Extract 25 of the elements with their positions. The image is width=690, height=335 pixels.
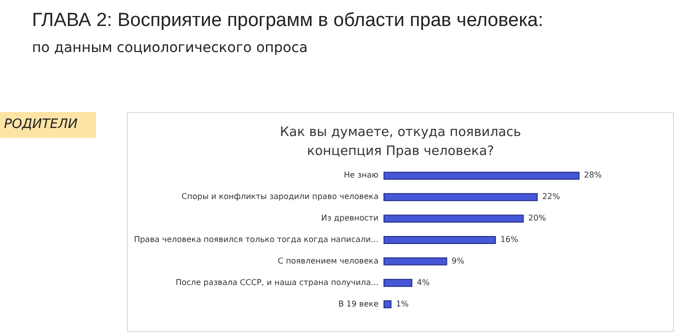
text: по данным социологического опроса xyxy=(32,40,308,56)
bar xyxy=(384,214,524,223)
y-tick-label: После развала СССР, и наша страна получила... xyxy=(176,278,378,287)
bar xyxy=(384,236,496,244)
data-label: 1% xyxy=(396,299,410,308)
text: РОДИТЕЛИ xyxy=(0,112,96,138)
y-tick-label: Права человека появился только тогда когда написали... xyxy=(134,235,378,244)
y-tick-label: Споры и конфликты зародили право человека xyxy=(182,192,379,202)
y-tick-label: С появлением человека xyxy=(278,256,379,266)
y-tick-label: В 19 веке xyxy=(338,299,379,308)
bar xyxy=(384,193,538,202)
data-label: 9% xyxy=(452,256,465,266)
bar xyxy=(384,300,392,308)
y-tick-label: Не знаю xyxy=(344,170,379,180)
data-label: 20% xyxy=(528,214,546,223)
data-label: 22% xyxy=(542,192,560,202)
data-label: 4% xyxy=(416,278,430,287)
y-tick-label: Из древности xyxy=(321,214,378,223)
data-label: 28% xyxy=(584,170,602,180)
chart-title: Как вы думаете, откуда появилась концепция Прав человека? xyxy=(278,124,522,161)
bar xyxy=(384,278,412,287)
bar xyxy=(384,172,580,180)
text: ГЛАВА 2: Восприятие программ в области прав человека: xyxy=(32,10,544,32)
data-label: 16% xyxy=(500,235,519,244)
bar xyxy=(384,257,448,266)
